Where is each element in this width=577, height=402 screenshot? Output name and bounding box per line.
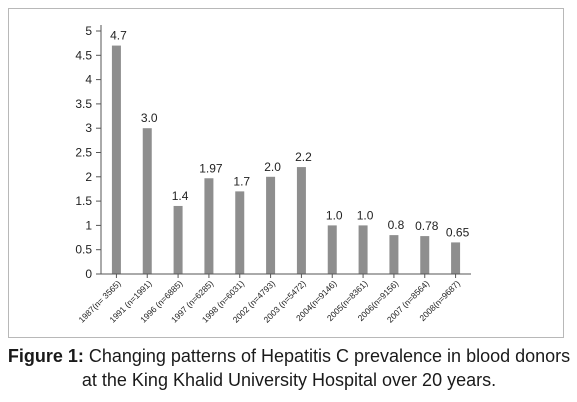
bar [111, 45, 121, 274]
bar-chart: 0 0.5 1 1.5 2 2.5 3 3.5 4 4.5 5 4.7 3.0 1.4 1.97 1.7 2.… [75, 24, 471, 325]
bar [173, 205, 183, 274]
bar [420, 236, 430, 274]
y-tick-label: 1 [85, 218, 92, 232]
data-label: 4.7 [110, 29, 127, 43]
bar [451, 242, 461, 274]
y-tick-label: 3 [85, 121, 92, 135]
data-label: 2.2 [295, 150, 312, 164]
caption-text: Changing patterns of Hepatitis C prevale… [81, 346, 571, 390]
y-tick-label: 2 [85, 170, 92, 184]
caption-lead: Figure 1: [7, 346, 84, 366]
y-tick-label: 5 [85, 24, 92, 38]
bar [296, 167, 306, 274]
data-label: 1.0 [357, 208, 374, 222]
data-label: 0.8 [388, 218, 405, 232]
y-tick-label: 4 [85, 73, 92, 87]
data-label: 0.78 [415, 219, 439, 233]
chart-frame: 0 0.5 1 1.5 2 2.5 3 3.5 4 4.5 5 4.7 3.0 1.4 1.97 1.7 2.… [8, 8, 564, 338]
data-label: 0.65 [446, 225, 470, 239]
y-axis: 0 0.5 1 1.5 2 2.5 3 3.5 4 4.5 5 [75, 24, 102, 281]
bars [111, 45, 461, 274]
y-tick-label: 3.5 [75, 97, 92, 111]
y-tick-label: 2.5 [75, 146, 92, 160]
bar [142, 128, 152, 274]
bar [358, 225, 368, 274]
data-label: 2.0 [264, 160, 281, 174]
figure-caption: Figure 1: Changing patterns of Hepatitis… [4, 344, 574, 392]
data-labels: 4.7 3.0 1.4 1.97 1.7 2.0 2.2 1.0 1.0 0.8 0.78 0.65 [110, 29, 470, 240]
bar [266, 176, 276, 274]
bar [204, 178, 214, 274]
y-tick-label: 0.5 [75, 243, 92, 257]
data-label: 1.0 [326, 208, 343, 222]
bar [327, 225, 337, 274]
y-tick-label: 1.5 [75, 194, 92, 208]
data-label: 1.7 [233, 174, 250, 188]
bar [389, 235, 399, 274]
x-axis: 1987(n= 3565)1991 (n=1991)1996 (n=6885)1… [76, 273, 471, 325]
data-label: 1.4 [172, 189, 189, 203]
y-tick-label: 4.5 [75, 48, 92, 62]
data-label: 3.0 [141, 111, 158, 125]
bar [235, 191, 245, 274]
data-label: 1.97 [199, 161, 223, 175]
y-tick-label: 0 [85, 267, 92, 281]
